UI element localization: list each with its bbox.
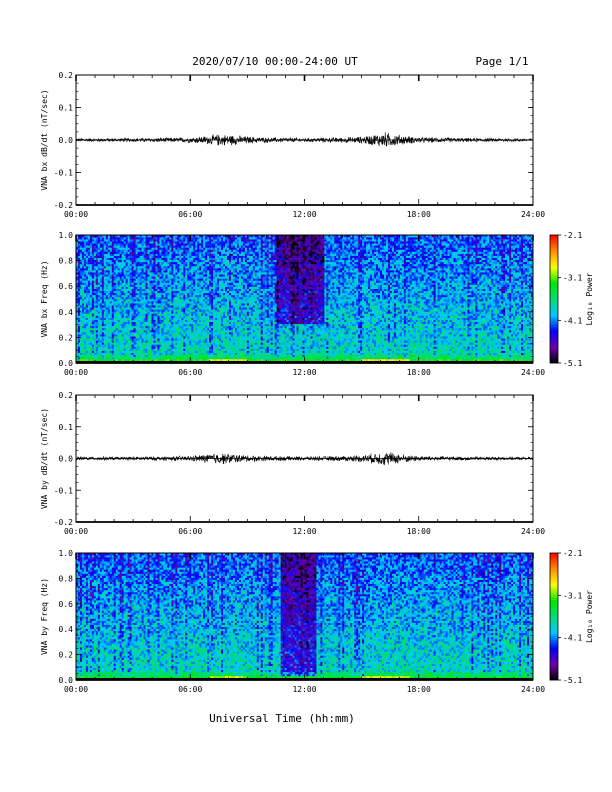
y-tick-label: 0.1	[59, 104, 74, 113]
x-tick-label: 12:00	[292, 210, 316, 219]
y-tick-label: 0.2	[59, 651, 74, 660]
x-axis-label: Universal Time (hh:mm)	[209, 712, 355, 725]
x-tick-label: 06:00	[178, 210, 202, 219]
x-tick-label: 18:00	[407, 368, 431, 377]
panel-1: 00:00 06:00 12:00 18:00 24:00 0.2 0.1 0.0 -0.1 -0…	[40, 71, 545, 219]
colorbar-tick-label: -2.1	[563, 549, 582, 558]
x-tick-label: 00:00	[64, 210, 88, 219]
y-tick-label: -0.1	[54, 486, 73, 495]
spectrogram-cells	[76, 235, 533, 363]
y-tick-label: 0.2	[59, 391, 74, 400]
colorbar-tick-label: -5.1	[563, 359, 582, 368]
page-indicator: Page 1/1	[476, 55, 529, 68]
y-tick-label: 0.0	[59, 676, 74, 685]
x-tick-label: 00:00	[64, 685, 88, 694]
y-tick-label: 0.1	[59, 423, 74, 432]
y-tick-label: -0.2	[54, 201, 73, 210]
x-tick-label: 06:00	[178, 527, 202, 536]
y-tick-label: 0.4	[59, 625, 74, 634]
x-tick-label: 12:00	[292, 368, 316, 377]
x-tick-label: 18:00	[407, 685, 431, 694]
y-tick-label: 0.0	[59, 455, 74, 464]
figure-title: 2020/07/10 00:00-24:00 UT	[192, 55, 358, 68]
colorbar-label: Log₁₀ Power	[585, 590, 594, 643]
y-tick-label: 0.4	[59, 308, 74, 317]
colorbar: -2.1 -3.1 -4.1 -5.1 Log₁₀ Power	[550, 231, 594, 368]
y-axis-label: VNA bx Freq (Hz)	[40, 260, 49, 337]
x-tick-label: 12:00	[292, 685, 316, 694]
x-tick-label: 00:00	[64, 527, 88, 536]
colorbar-tick-label: -3.1	[563, 274, 582, 283]
x-tick-label: 00:00	[64, 368, 88, 377]
y-axis-label: VNA by Freq (Hz)	[40, 578, 49, 655]
panel-3: 00:00 06:00 12:00 18:00 24:00 0.2 0.1 0.0 -0.1 -0…	[40, 391, 545, 536]
y-tick-label: 0.6	[59, 282, 74, 291]
x-tick-label: 24:00	[521, 685, 545, 694]
colorbar-tick-label: -4.1	[563, 316, 582, 325]
dbdt-trace	[76, 132, 533, 146]
colorbar-tick-label: -5.1	[563, 676, 582, 685]
y-tick-label: 0.6	[59, 600, 74, 609]
x-tick-label: 24:00	[521, 527, 545, 536]
y-tick-label: 1.0	[59, 549, 74, 558]
y-tick-label: 0.0	[59, 136, 74, 145]
x-tick-label: 12:00	[292, 527, 316, 536]
x-tick-label: 24:00	[521, 210, 545, 219]
x-tick-label: 24:00	[521, 368, 545, 377]
colorbar-tick-label: -3.1	[563, 591, 582, 600]
y-tick-label: -0.2	[54, 518, 73, 527]
y-tick-label: 1.0	[59, 231, 74, 240]
y-tick-label: 0.8	[59, 574, 74, 583]
panels: 00:00 06:00 12:00 18:00 24:00 0.2 0.1 0.0 -0.1 -0…	[40, 71, 594, 694]
x-tick-label: 06:00	[178, 368, 202, 377]
y-tick-label: -0.1	[54, 169, 73, 178]
colorbar-label: Log₁₀ Power	[585, 272, 594, 325]
colorbar-tick-label: -2.1	[563, 231, 582, 240]
y-axis-label: VNA bx dB/dt (nT/sec)	[40, 89, 49, 190]
x-tick-label: 18:00	[407, 210, 431, 219]
colorbar-tick-label: -4.1	[563, 634, 582, 643]
panel-4: -2.1 -3.1 -4.1 -5.1 Log₁₀ Power 00:00 06:00 12:…	[40, 549, 594, 694]
y-tick-label: 0.8	[59, 257, 74, 266]
x-tick-label: 18:00	[407, 527, 431, 536]
y-tick-label: 0.2	[59, 333, 74, 342]
colorbar: -2.1 -3.1 -4.1 -5.1 Log₁₀ Power	[550, 549, 594, 685]
x-tick-label: 06:00	[178, 685, 202, 694]
spectrogram-cells	[76, 553, 533, 680]
panel-2: -2.1 -3.1 -4.1 -5.1 Log₁₀ Power 00:00 06:00 12:…	[40, 231, 594, 377]
y-axis-label: VNA by dB/dt (nT/sec)	[40, 408, 49, 509]
y-tick-label: 0.0	[59, 359, 74, 368]
y-tick-label: 0.2	[59, 71, 74, 80]
